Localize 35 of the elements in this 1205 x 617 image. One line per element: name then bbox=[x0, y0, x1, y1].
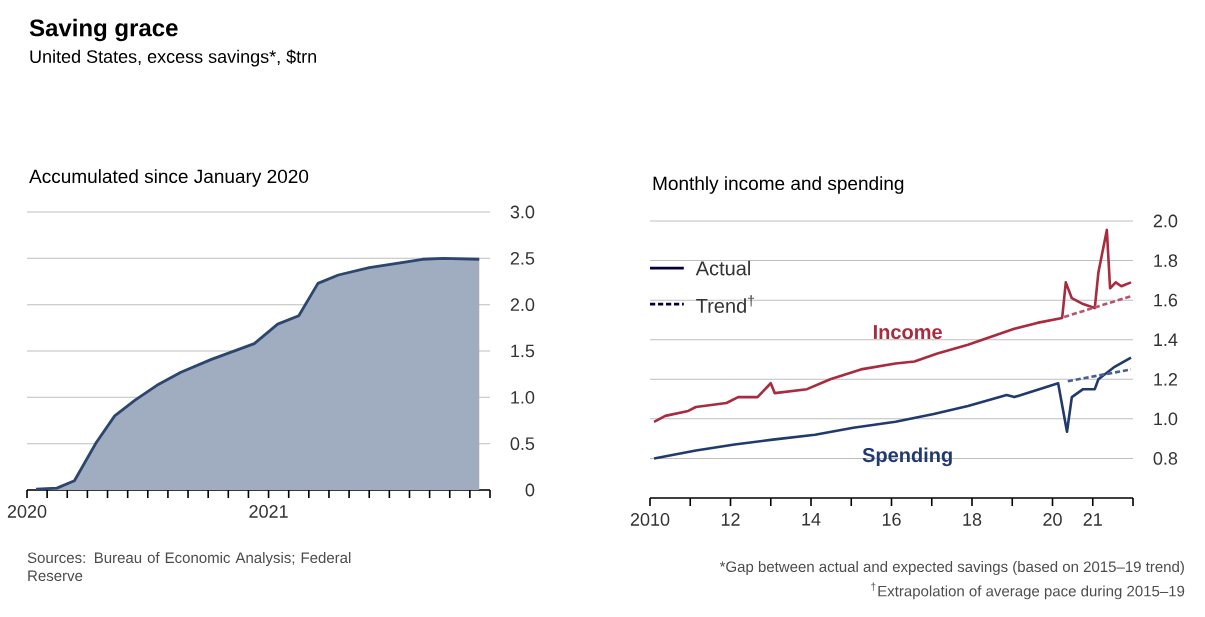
annotation: Actual bbox=[695, 260, 750, 276]
y-tick-label: 2.5 bbox=[510, 251, 535, 265]
y-tick-label: 0 bbox=[525, 483, 535, 497]
text: *Gap between actual and expected savings (based on 2015–19 trend) bbox=[719, 561, 1184, 575]
x-tick-label: 18 bbox=[963, 513, 982, 526]
y-tick-label: 1.0 bbox=[511, 390, 535, 404]
x-tick-label: 16 bbox=[882, 513, 901, 526]
y-tick-label: 1.5 bbox=[511, 344, 535, 358]
source-note: Sources: Bureau of Economic Analysis; Federal Reserve bbox=[27, 552, 351, 582]
y-tick-label: 1.0 bbox=[1154, 412, 1178, 426]
y-tick-label: 1.4 bbox=[1154, 333, 1178, 346]
chart-title: Monthly income and spending bbox=[653, 176, 904, 194]
series-label: Income bbox=[873, 325, 942, 340]
y-tick-label: 2.0 bbox=[510, 298, 535, 312]
chart-title: Saving grace bbox=[29, 18, 178, 42]
y-tick-label: 0.5 bbox=[510, 437, 535, 451]
y-tick-label: 2.0 bbox=[1153, 214, 1178, 228]
x-tick-label: 12 bbox=[721, 513, 740, 526]
chart-subtitle: United States, excess savings*, $trn bbox=[30, 49, 317, 67]
line-series bbox=[652, 228, 1133, 424]
x-tick-label: 21 bbox=[1083, 513, 1102, 526]
text: $^{†}$Extrapolation of average pace during 2015–19 bbox=[871, 582, 1185, 600]
y-tick-label: 1.2 bbox=[1154, 372, 1178, 386]
text: Accumulated since January 2020 bbox=[29, 169, 309, 187]
x-tick-label: 2010 bbox=[630, 513, 670, 526]
series-label: Spending bbox=[862, 447, 952, 467]
y-tick-label: 3.0 bbox=[510, 205, 535, 219]
x-tick-label: 20 bbox=[1043, 513, 1062, 526]
y-tick-label: 1.8 bbox=[1154, 254, 1178, 267]
y-tick-label: 1.6 bbox=[1154, 293, 1178, 307]
annotation: Trend$^{†}$ bbox=[696, 295, 755, 313]
y-tick-label: 0.8 bbox=[1153, 452, 1178, 465]
x-tick-label: 2020 bbox=[7, 505, 47, 518]
x-tick-label: 14 bbox=[802, 513, 821, 526]
x-tick-label: 2021 bbox=[249, 505, 288, 518]
